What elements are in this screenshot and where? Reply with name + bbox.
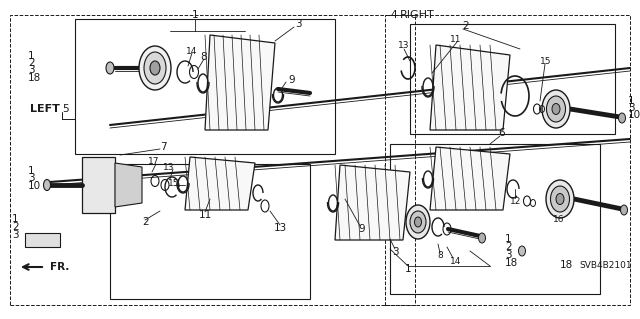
Text: 14: 14 xyxy=(450,256,461,265)
Ellipse shape xyxy=(150,61,160,75)
Ellipse shape xyxy=(144,52,166,84)
Text: 8: 8 xyxy=(200,52,207,62)
Ellipse shape xyxy=(406,205,430,239)
Polygon shape xyxy=(205,35,275,130)
Text: 15: 15 xyxy=(168,179,179,188)
Text: 3: 3 xyxy=(28,173,35,183)
Text: 18: 18 xyxy=(28,73,41,83)
Text: 15: 15 xyxy=(540,56,552,65)
Text: 16: 16 xyxy=(553,214,564,224)
Polygon shape xyxy=(185,157,255,210)
Text: FR.: FR. xyxy=(50,262,69,272)
Ellipse shape xyxy=(618,113,625,123)
Text: 2: 2 xyxy=(505,242,511,252)
Text: 17: 17 xyxy=(148,157,159,166)
Ellipse shape xyxy=(547,96,566,122)
Text: 2: 2 xyxy=(142,217,148,227)
Ellipse shape xyxy=(106,62,114,74)
Text: 3: 3 xyxy=(28,65,35,75)
Text: LEFT: LEFT xyxy=(30,104,60,114)
Polygon shape xyxy=(430,147,510,210)
Polygon shape xyxy=(115,163,142,207)
Text: 10: 10 xyxy=(28,181,41,191)
Text: 13: 13 xyxy=(273,223,287,233)
Ellipse shape xyxy=(415,217,422,227)
Bar xyxy=(10,15,415,305)
Ellipse shape xyxy=(44,180,51,190)
Polygon shape xyxy=(335,165,410,240)
Ellipse shape xyxy=(139,46,171,90)
Text: RIGHT: RIGHT xyxy=(400,10,435,20)
Text: 7: 7 xyxy=(160,142,166,152)
Ellipse shape xyxy=(550,186,570,212)
Ellipse shape xyxy=(552,103,560,115)
Text: 8: 8 xyxy=(437,251,443,261)
Text: 6: 6 xyxy=(498,128,504,138)
Text: 12: 12 xyxy=(510,197,522,205)
Polygon shape xyxy=(430,45,510,130)
Ellipse shape xyxy=(556,194,564,204)
Text: 10: 10 xyxy=(628,110,640,120)
Ellipse shape xyxy=(518,246,525,256)
Ellipse shape xyxy=(546,180,574,218)
Text: 2: 2 xyxy=(462,21,468,31)
Text: 13: 13 xyxy=(163,162,175,172)
Text: 5: 5 xyxy=(62,104,68,114)
Text: 1: 1 xyxy=(192,10,198,20)
Text: 3: 3 xyxy=(628,103,635,113)
Text: 18: 18 xyxy=(560,260,573,270)
Text: 2: 2 xyxy=(12,222,19,232)
Ellipse shape xyxy=(479,233,486,243)
Text: 11: 11 xyxy=(198,210,212,220)
Text: 9: 9 xyxy=(358,224,365,234)
Text: 1: 1 xyxy=(628,96,635,106)
Text: 3: 3 xyxy=(12,230,19,240)
Text: SVB4B2101: SVB4B2101 xyxy=(579,261,632,270)
Text: 1: 1 xyxy=(404,264,412,274)
Text: 14: 14 xyxy=(186,47,197,56)
Text: 13: 13 xyxy=(398,41,410,50)
Text: 3: 3 xyxy=(505,250,511,260)
Polygon shape xyxy=(25,233,60,247)
Text: 4: 4 xyxy=(390,10,397,20)
Ellipse shape xyxy=(542,90,570,128)
Ellipse shape xyxy=(410,211,426,233)
Text: 1: 1 xyxy=(28,51,35,61)
Text: 2: 2 xyxy=(28,58,35,68)
Text: 18: 18 xyxy=(505,258,518,268)
Bar xyxy=(385,15,630,305)
Polygon shape xyxy=(82,157,115,213)
Text: 3: 3 xyxy=(295,19,301,29)
Text: 1: 1 xyxy=(12,214,19,224)
Text: 9: 9 xyxy=(288,75,294,85)
Ellipse shape xyxy=(621,205,627,215)
Text: 1: 1 xyxy=(505,234,511,244)
Text: 3: 3 xyxy=(392,247,399,257)
Text: 11: 11 xyxy=(450,34,461,43)
Text: 1: 1 xyxy=(28,166,35,176)
